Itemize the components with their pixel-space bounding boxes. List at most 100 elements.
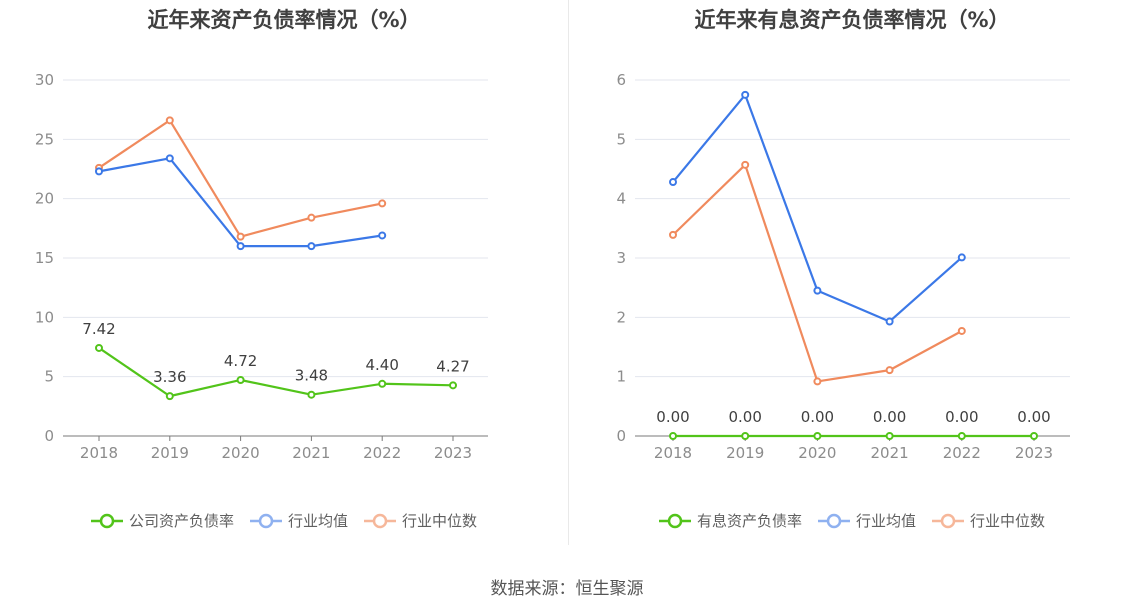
chart-plot: 0 1 2 3 4 5 6 2018 2019 2020 2021 2022 2023 0.00 0.00 0… [616, 71, 1070, 462]
legend-swatch-icon [658, 513, 691, 528]
series-line [672, 163, 963, 383]
data-point [741, 160, 750, 169]
data-point [307, 390, 316, 399]
data-point [378, 199, 387, 208]
series-line [98, 347, 454, 398]
chart-title: 近年来资产负债率情况（%） [147, 8, 421, 32]
y-tick-label: 0 [44, 427, 54, 445]
data-label: 4.72 [224, 352, 257, 370]
y-tick-label: 4 [616, 190, 626, 208]
data-point [378, 379, 387, 388]
data-point [669, 178, 677, 187]
data-point [885, 317, 894, 326]
data-point [95, 167, 103, 176]
data-source: 数据来源：恒生聚源 [490, 579, 644, 599]
data-point [885, 366, 894, 375]
legend-item[interactable]: 公司资产负债率 [90, 510, 234, 531]
x-tick-label: 2023 [1015, 444, 1053, 462]
x-tick-label: 2018 [654, 444, 692, 462]
data-point [957, 326, 966, 335]
chart-panel-left: 近年来资产负债率情况（%） 0 5 10 15 20 25 30 2018 2019 2020 20… [0, 0, 568, 545]
data-point [236, 375, 245, 384]
x-tick-label: 2019 [151, 444, 189, 462]
legend-swatch-icon [364, 513, 396, 528]
legend-swatch-icon [932, 513, 964, 528]
legend-swatch-icon [249, 513, 282, 528]
data-point [813, 432, 822, 440]
y-tick-label: 0 [616, 427, 626, 445]
legend-label: 行业中位数 [970, 512, 1046, 530]
y-tick-label: 1 [616, 368, 626, 386]
data-label: 3.36 [153, 368, 186, 386]
x-tick-label: 2023 [434, 444, 472, 462]
data-point [236, 232, 245, 241]
data-point [957, 432, 966, 440]
legend-label: 行业中位数 [402, 512, 478, 530]
x-tick-label: 2020 [222, 444, 260, 462]
x-tick-label: 2019 [726, 444, 764, 462]
data-label: 4.27 [436, 357, 469, 375]
data-point [813, 377, 822, 386]
x-tick-label: 2022 [943, 444, 981, 462]
data-label: 0.00 [656, 408, 689, 426]
data-point [669, 230, 677, 239]
y-tick-label: 6 [616, 71, 626, 89]
y-tick-label: 15 [35, 249, 54, 267]
y-tick-label: 5 [616, 130, 626, 148]
legend-item[interactable]: 行业中位数 [364, 510, 477, 531]
data-point [165, 392, 174, 401]
data-point [669, 432, 677, 440]
data-point [165, 116, 174, 125]
y-tick-label: 20 [35, 190, 54, 208]
data-point [1030, 432, 1038, 440]
data-point [236, 242, 245, 251]
data-point [885, 432, 894, 440]
legend-swatch-icon [90, 513, 123, 528]
data-label: 7.42 [82, 320, 115, 338]
x-tick-label: 2020 [798, 444, 836, 462]
legend-item[interactable]: 有息资产负债率 [658, 510, 802, 531]
data-label: 0.00 [945, 408, 978, 426]
data-label: 0.00 [801, 408, 834, 426]
data-label: 4.40 [365, 356, 398, 374]
data-point [449, 381, 457, 390]
data-point [957, 253, 966, 262]
data-point [813, 286, 822, 295]
panel-divider [568, 0, 569, 545]
y-tick-label: 2 [616, 308, 626, 326]
legend-item[interactable]: 行业中位数 [932, 510, 1045, 531]
y-tick-label: 30 [35, 71, 54, 89]
data-label: 0.00 [1017, 408, 1050, 426]
data-point [741, 90, 750, 99]
data-point [95, 343, 103, 352]
legend-label: 行业均值 [287, 512, 348, 530]
data-label: 0.00 [873, 408, 906, 426]
data-point [307, 242, 316, 251]
legend-item[interactable]: 行业均值 [249, 510, 348, 531]
data-point [307, 213, 316, 222]
chart-legend: 公司资产负债率 行业均值 行业中位数 [0, 510, 568, 531]
data-point [165, 154, 174, 163]
y-tick-label: 5 [44, 368, 54, 386]
x-tick-label: 2018 [80, 444, 118, 462]
chart-panel-right: 近年来有息资产负债率情况（%） 0 1 2 3 4 5 6 2018 2019 2020 2021 2… [570, 0, 1134, 545]
x-tick-label: 2021 [292, 444, 330, 462]
data-point [378, 231, 387, 240]
y-tick-label: 25 [35, 130, 54, 148]
data-label: 3.48 [295, 367, 328, 385]
chart-title: 近年来有息资产负债率情况（%） [694, 8, 1010, 32]
legend-label: 公司资产负债率 [128, 512, 234, 530]
data-label: 0.00 [728, 408, 761, 426]
x-tick-label: 2021 [871, 444, 909, 462]
legend-label: 有息资产负债率 [696, 512, 802, 530]
legend-label: 行业均值 [855, 512, 916, 530]
legend-item[interactable]: 行业均值 [817, 510, 916, 531]
series-line [98, 119, 383, 238]
y-tick-label: 3 [616, 249, 626, 267]
x-tick-label: 2022 [363, 444, 401, 462]
data-point [741, 432, 750, 440]
y-tick-label: 10 [35, 308, 54, 326]
legend-swatch-icon [817, 513, 850, 528]
chart-legend: 有息资产负债率 行业均值 行业中位数 [570, 510, 1134, 531]
chart-plot: 0 5 10 15 20 25 30 2018 2019 2020 2021 2022 2023 7.42… [35, 71, 488, 462]
